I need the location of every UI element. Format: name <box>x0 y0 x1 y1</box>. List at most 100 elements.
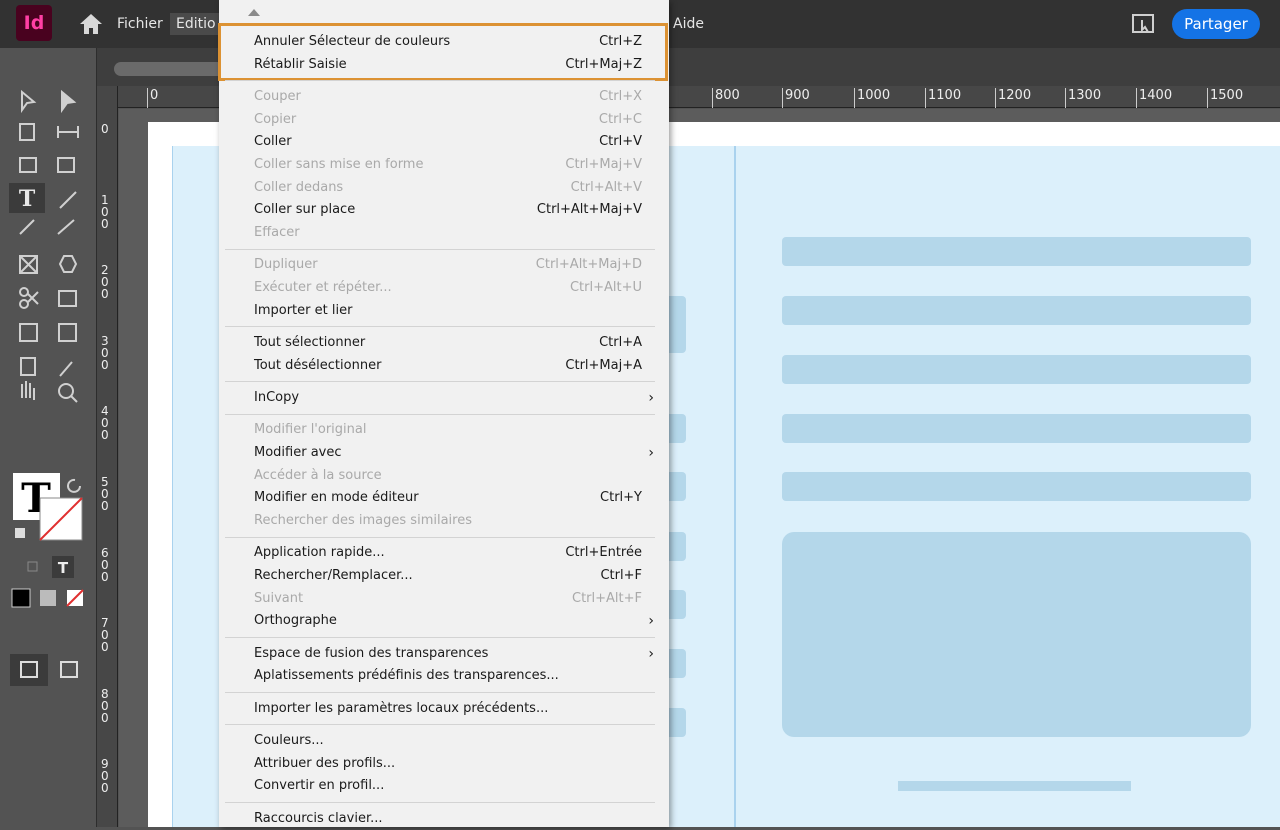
menu-group: Dupliquer Ctrl+Alt+Maj+D Exécuter et répét… <box>219 254 669 322</box>
menu-item[interactable]: Annuler Sélecteur de couleurs Ctrl+Z <box>219 31 669 54</box>
menu-item-label: Couper <box>254 88 301 104</box>
menu-item-label: Rechercher des images similaires <box>254 513 472 529</box>
menu-group: Tout sélectionner Ctrl+A Tout désélectionn… <box>219 332 669 377</box>
menu-separator <box>219 410 669 420</box>
menu-separator <box>219 720 669 730</box>
ruler-label: 1200 <box>998 88 1032 103</box>
menu-item[interactable]: Coller sur place Ctrl+Alt+Maj+V <box>219 199 669 222</box>
ruler-label: 1100 <box>928 88 962 103</box>
menu-group: InCopy › <box>219 387 669 410</box>
ruler-label: 900 <box>101 757 109 796</box>
menu-item-label: Dupliquer <box>254 257 318 273</box>
ruler-tick <box>712 88 713 108</box>
menu-item[interactable]: Modifier en mode éditeur Ctrl+Y <box>219 487 669 510</box>
menu-item-shortcut: Ctrl+Alt+V <box>570 179 642 195</box>
menu-edition[interactable]: Editio <box>170 13 220 35</box>
menu-item: Effacer <box>219 222 669 245</box>
ruler-label: 600 <box>101 545 109 584</box>
ruler-tick <box>782 88 783 108</box>
menu-item: Coller dedans Ctrl+Alt+V <box>219 177 669 200</box>
menu-group: Modifier l'original Modifier avec › Accéder… <box>219 419 669 532</box>
menu-item-shortcut: Ctrl+Alt+Maj+V <box>536 202 642 218</box>
menu-item-shortcut: Ctrl+Maj+V <box>565 157 642 173</box>
ruler-label: 1400 <box>1139 88 1173 103</box>
menu-item-label: Annuler Sélecteur de couleurs <box>254 34 451 49</box>
menu-item[interactable]: Convertir en profil... <box>219 775 669 798</box>
ruler-label: 400 <box>101 404 109 443</box>
menu-item-label: Coller sans mise en forme <box>254 157 424 173</box>
menu-item-label: Modifier en mode éditeur <box>254 490 419 506</box>
menu-item[interactable]: Application rapide... Ctrl+Entrée <box>219 542 669 565</box>
home-icon[interactable] <box>78 12 104 36</box>
menu-item-label: Effacer <box>254 225 300 241</box>
menu-item[interactable]: Couleurs... <box>219 730 669 753</box>
menu-item-label: Importer les paramètres locaux précédent… <box>254 700 549 716</box>
ruler-label: 0 <box>150 88 159 103</box>
menu-item[interactable]: Aplatissements prédéfinis des transparen… <box>219 665 669 688</box>
menu-group: Espace de fusion des transparences › Aplat… <box>219 643 669 688</box>
text-frame <box>782 237 1251 266</box>
edit-menu: Annuler Sélecteur de couleurs Ctrl+Z Rétab… <box>218 0 669 830</box>
publish-icon[interactable] <box>1131 12 1157 36</box>
image-frame <box>782 532 1251 737</box>
ruler-label: 0 <box>101 122 109 136</box>
menu-item: Couper Ctrl+X <box>219 86 669 109</box>
scroll-pill <box>114 62 224 76</box>
menu-item[interactable]: InCopy › <box>219 387 669 410</box>
menu-item-shortcut: Ctrl+C <box>598 111 642 127</box>
menu-separator <box>219 798 669 808</box>
menu-item[interactable]: Coller Ctrl+V <box>219 131 669 154</box>
menu-item-label: Exécuter et répéter... <box>254 280 392 296</box>
ruler-tick <box>147 88 148 108</box>
menu-item-label: Copier <box>254 111 297 127</box>
menu-separator <box>219 688 669 698</box>
menu-item-label: Modifier avec <box>254 444 342 460</box>
menu-item[interactable]: Importer et lier <box>219 300 669 323</box>
menu-item: Modifier l'original <box>219 419 669 442</box>
menu-item[interactable]: Tout désélectionner Ctrl+Maj+A <box>219 355 669 378</box>
menu-item-shortcut: Ctrl+Alt+U <box>569 280 642 296</box>
menu-item-shortcut: Ctrl+Alt+F <box>572 590 642 606</box>
menu-item[interactable]: Rechercher/Remplacer... Ctrl+F <box>219 565 669 588</box>
menu-item-shortcut: Ctrl+Entrée <box>565 545 642 561</box>
menu-scroll-up[interactable] <box>248 9 260 16</box>
text-frame <box>782 472 1251 501</box>
menu-item[interactable]: Modifier avec › <box>219 442 669 465</box>
menu-group: Couleurs... Attribuer des profils... Conve… <box>219 730 669 798</box>
menu-item-label: Tout sélectionner <box>254 335 366 351</box>
menu-item[interactable]: Attribuer des profils... <box>219 753 669 776</box>
menu-item[interactable]: Espace de fusion des transparences › <box>219 643 669 666</box>
ruler-label: 800 <box>715 88 740 103</box>
menu-group: Importer les paramètres locaux précédent… <box>219 698 669 721</box>
menu-group: Raccourcis clavier... <box>219 808 669 830</box>
share-button[interactable]: Partager <box>1172 9 1260 39</box>
menu-item-label: Orthographe <box>254 613 337 629</box>
menu-separator <box>219 76 669 86</box>
vertical-ruler <box>97 86 118 827</box>
ruler-label: 500 <box>101 475 109 513</box>
menu-item: Rechercher des images similaires <box>219 510 669 533</box>
submenu-arrow: › <box>648 390 654 406</box>
ruler-label: 800 <box>101 686 109 725</box>
menu-item[interactable]: Rétablir Saisie Ctrl+Maj+Z <box>219 54 669 77</box>
menu-item[interactable]: Importer les paramètres locaux précédent… <box>219 698 669 721</box>
menu-separator <box>219 633 669 643</box>
tools-panel: T T T <box>0 48 97 827</box>
menu-item-shortcut: Ctrl+V <box>599 134 642 150</box>
menu-item-label: Attribuer des profils... <box>254 755 396 771</box>
svg-text:T: T <box>58 559 69 577</box>
app-logo[interactable]: Id <box>16 5 52 41</box>
menu-item: Accéder à la source <box>219 465 669 488</box>
menu-item-label: Application rapide... <box>254 545 385 561</box>
menu-item-label: Tout désélectionner <box>254 357 382 373</box>
menu-item[interactable]: Orthographe › <box>219 610 669 633</box>
submenu-arrow: › <box>648 613 654 630</box>
menu-item-label: InCopy <box>254 390 300 405</box>
menu-item-shortcut: Ctrl+A <box>599 335 642 351</box>
menu-group: Application rapide... Ctrl+Entrée Recherch… <box>219 542 669 633</box>
menu-item[interactable]: Raccourcis clavier... <box>219 808 669 830</box>
ruler-tick <box>1136 88 1137 108</box>
menu-item[interactable]: Tout sélectionner Ctrl+A <box>219 332 669 355</box>
menu-fichier[interactable]: Fichier <box>117 16 163 32</box>
menu-aide[interactable]: Aide <box>673 16 704 32</box>
